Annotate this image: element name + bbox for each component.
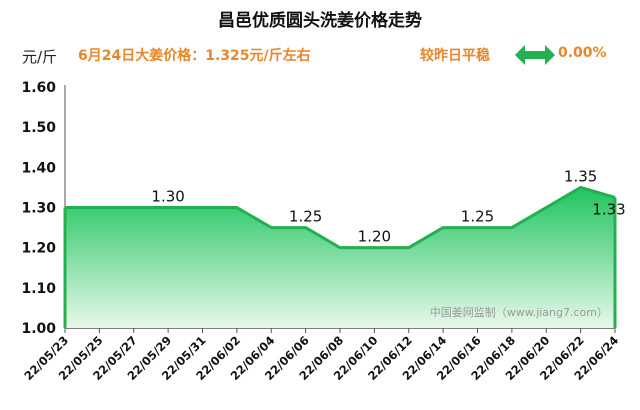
watermark: 中国姜网监制（www.jiang7.com） xyxy=(430,305,608,319)
data-label: 1.33 xyxy=(592,200,625,218)
data-label: 1.35 xyxy=(564,167,597,185)
y-tick-label: 1.20 xyxy=(21,241,56,257)
y-tick-label: 1.10 xyxy=(21,281,56,297)
y-tick-label: 1.60 xyxy=(21,80,56,96)
double-arrow-icon xyxy=(515,45,555,65)
y-tick-label: 1.00 xyxy=(21,321,56,337)
series-line xyxy=(65,185,616,250)
y-tick-label: 1.50 xyxy=(21,120,56,136)
data-label: 1.20 xyxy=(358,228,391,246)
y-tick-label: 1.40 xyxy=(21,160,56,176)
y-tick-label: 1.30 xyxy=(21,201,56,217)
area-layer xyxy=(63,185,617,328)
unit-label: 元/斤 xyxy=(22,48,58,66)
chart-title: 昌邑优质圆头洗姜价格走势 xyxy=(218,11,422,31)
change-percent: 0.00% xyxy=(558,45,607,61)
area-fill xyxy=(65,187,615,328)
data-label: 1.25 xyxy=(289,208,322,226)
change-text: 较昨日平稳 xyxy=(420,48,490,64)
data-labels: 1.30 1.25 1.20 1.25 1.35 1.33 xyxy=(151,167,625,245)
data-label: 1.30 xyxy=(151,188,184,206)
data-label: 1.25 xyxy=(461,208,494,226)
price-label: 6月24日大姜价格：1.325元/斤左右 xyxy=(78,48,311,64)
